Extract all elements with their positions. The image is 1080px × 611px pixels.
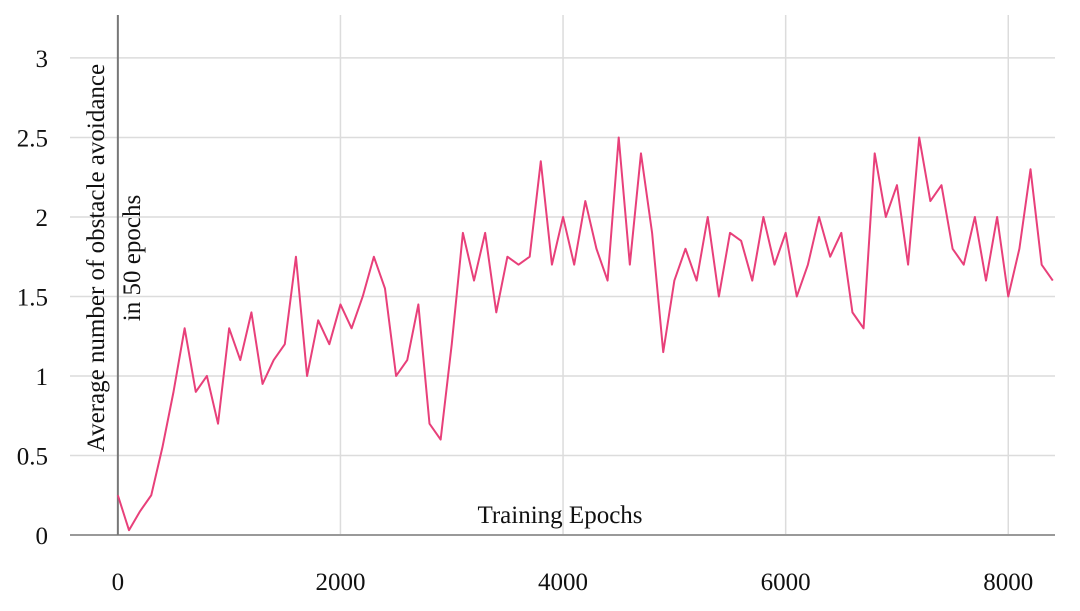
y-tick-label: 1.5 — [17, 284, 48, 311]
y-axis-label: Average number of obstacle avoidance in … — [83, 64, 146, 452]
y-tick-label: 2 — [36, 205, 49, 232]
y-axis-label-line: in 50 epochs — [119, 195, 146, 321]
y-tick-label: 3 — [36, 46, 49, 73]
x-tick-label: 0 — [112, 569, 125, 596]
y-axis-label-line: Average number of obstacle avoidance — [83, 64, 110, 452]
y-tick-label: 2.5 — [17, 125, 48, 152]
y-tick-label: 0.5 — [17, 443, 48, 470]
y-tick-label: 0 — [36, 523, 49, 550]
x-tick-label: 8000 — [983, 569, 1033, 596]
x-tick-label: 4000 — [538, 569, 588, 596]
x-tick-label: 6000 — [761, 569, 811, 596]
x-axis-label: Training Epochs — [477, 502, 642, 529]
x-tick-label: 2000 — [315, 569, 365, 596]
line-series — [116, 136, 1054, 532]
y-tick-label: 1 — [36, 364, 49, 391]
